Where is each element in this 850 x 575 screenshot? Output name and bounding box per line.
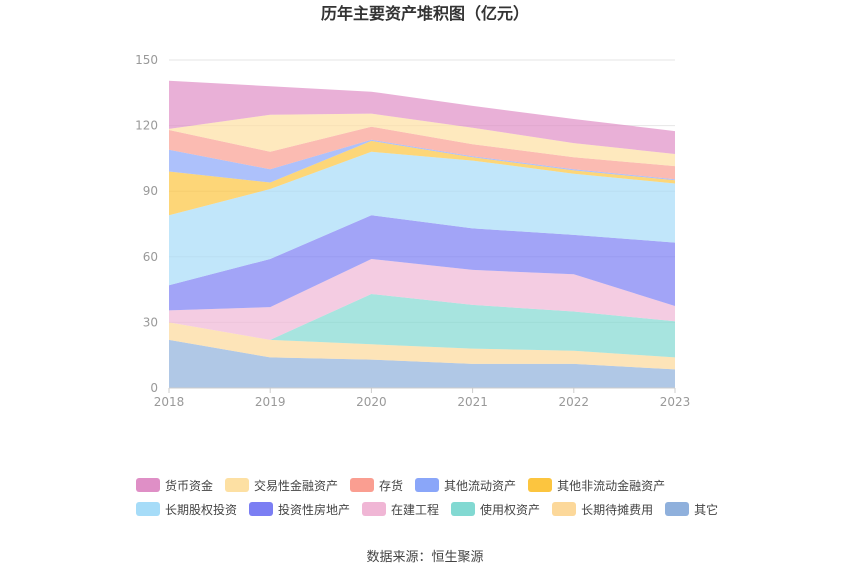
legend-swatch: [225, 478, 250, 492]
legend-swatch: [552, 502, 577, 516]
x-tick-label: 2019: [255, 395, 286, 409]
area-series-5: [169, 151, 675, 286]
legend-swatch: [451, 502, 476, 516]
x-tick-label: 2021: [457, 395, 488, 409]
x-tick-label: 2018: [154, 395, 185, 409]
legend-item[interactable]: 其他流动资产: [415, 477, 516, 494]
x-tick-label: 2022: [559, 395, 590, 409]
legend-item[interactable]: 存货: [350, 477, 403, 494]
legend-item[interactable]: 长期待摊费用: [552, 501, 653, 518]
legend-label: 交易性金融资产: [254, 478, 339, 493]
legend: 货币资金 交易性金融资产 存货 其他流动资产 其他非流动金融资产长期股权投资 投资性房地产…: [136, 473, 776, 521]
y-tick-label: 90: [143, 184, 158, 198]
legend-item[interactable]: 在建工程: [362, 501, 439, 518]
area-series-9: [169, 113, 675, 167]
legend-swatch: [528, 478, 553, 492]
x-tick-label: 2023: [660, 395, 691, 409]
legend-label: 存货: [379, 478, 404, 493]
data-source-note: 数据来源：恒生聚源: [366, 550, 484, 565]
legend-item[interactable]: 其他非流动金融资产: [528, 477, 665, 494]
x-tick-label: 2020: [356, 395, 387, 409]
area-series-4: [169, 215, 675, 311]
legend-label: 其他流动资产: [444, 478, 517, 493]
legend-label: 其他非流动金融资产: [557, 478, 666, 493]
area-series-group: [169, 80, 675, 388]
legend-label: 在建工程: [391, 502, 440, 517]
legend-row: 货币资金 交易性金融资产 存货 其他流动资产 其他非流动金融资产: [136, 473, 776, 497]
legend-label: 投资性房地产: [278, 502, 351, 517]
area-series-10: [169, 80, 675, 154]
chart-title: 历年主要资产堆积图（亿元）: [321, 4, 529, 23]
area-series-6: [169, 140, 675, 216]
area-series-2: [169, 294, 675, 358]
y-tick-label: 120: [135, 119, 158, 133]
legend-label: 使用权资产: [480, 502, 541, 517]
y-tick-label: 150: [135, 53, 158, 67]
legend-item[interactable]: 其它: [665, 501, 718, 518]
area-series-3: [169, 259, 675, 340]
area-series-7: [169, 139, 675, 183]
legend-item[interactable]: 货币资金: [136, 477, 213, 494]
legend-swatch: [665, 502, 690, 516]
axes: 2018 2019 2020 2021 2022 2023: [154, 387, 691, 409]
legend-label: 长期股权投资: [165, 502, 238, 517]
legend-swatch: [362, 502, 387, 516]
legend-label: 长期待摊费用: [581, 502, 654, 517]
legend-row: 长期股权投资 投资性房地产 在建工程 使用权资产 长期待摊费用 其它: [136, 497, 776, 521]
legend-swatch: [136, 478, 160, 492]
legend-swatch: [136, 502, 160, 516]
legend-item[interactable]: 长期股权投资: [136, 501, 237, 518]
legend-swatch: [249, 502, 274, 516]
legend-swatch: [415, 478, 440, 492]
legend-item[interactable]: 交易性金融资产: [225, 477, 338, 494]
area-series-1: [169, 322, 675, 370]
legend-label: 其它: [694, 502, 719, 517]
legend-label: 货币资金: [165, 478, 214, 493]
legend-swatch: [350, 478, 375, 492]
legend-item[interactable]: 使用权资产: [451, 501, 540, 518]
area-series-0: [169, 339, 675, 388]
area-series-8: [169, 126, 675, 180]
y-tick-label: 60: [143, 250, 158, 264]
legend-item[interactable]: 投资性房地产: [249, 501, 350, 518]
y-tick-label: 0: [150, 381, 158, 395]
y-tick-label: 30: [143, 315, 158, 329]
